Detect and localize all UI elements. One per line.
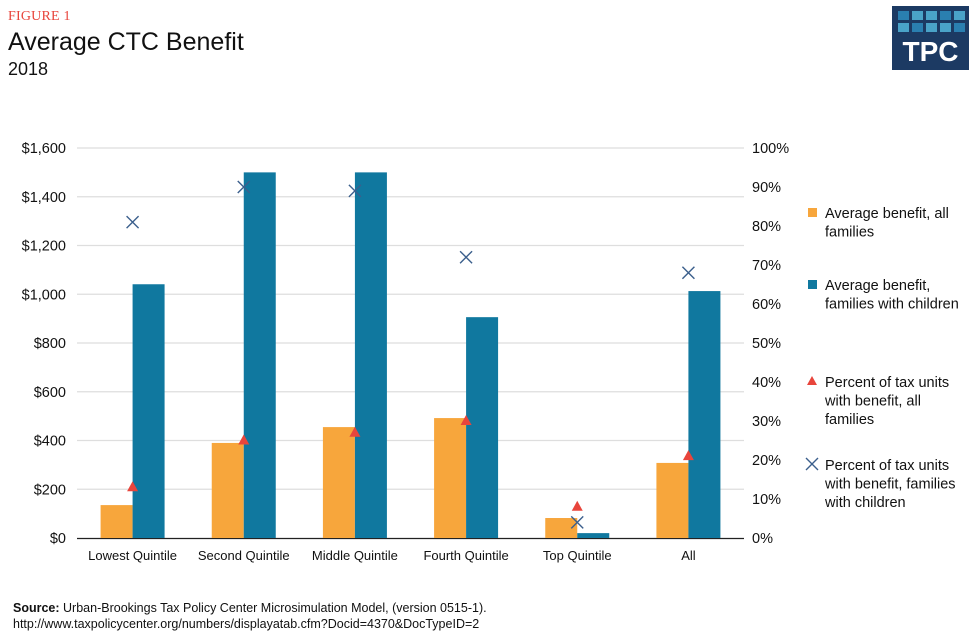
bar-avg-benefit-children <box>577 533 610 538</box>
logo-text: TPC <box>902 36 959 67</box>
y-left-tick-label: $1,600 <box>22 141 66 157</box>
legend-x-icon <box>805 457 819 471</box>
source-note: Source: Urban-Brookings Tax Policy Cente… <box>13 600 487 632</box>
y-left-tick-label: $800 <box>34 336 66 352</box>
y-right-tick-label: 0% <box>752 531 773 547</box>
figure-label: FIGURE 1 <box>8 9 71 24</box>
bar-avg-benefit-children <box>688 291 721 538</box>
y-left-tick-label: $200 <box>34 482 66 498</box>
source-label: Source: <box>13 601 60 615</box>
y-right-tick-label: 80% <box>752 219 781 235</box>
y-right-tick-label: 70% <box>752 258 781 274</box>
x-tick-label: Lowest Quintile <box>88 548 177 563</box>
marker-pct-all-families <box>682 450 694 461</box>
x-tick-label: Fourth Quintile <box>423 548 508 563</box>
marker-pct-all-families <box>238 434 250 445</box>
y-left-tick-label: $600 <box>34 385 66 401</box>
y-right-tick-label: 50% <box>752 336 781 352</box>
bar-avg-benefit-all <box>656 462 689 538</box>
x-tick-label: Middle Quintile <box>312 548 398 563</box>
bar-avg-benefit-children <box>466 317 499 538</box>
bar-avg-benefit-all <box>434 418 467 538</box>
marker-pct-all-families <box>460 415 472 425</box>
legend-label: with benefit, families <box>824 477 956 493</box>
bar-avg-benefit-children <box>132 284 165 538</box>
marker-pct-families-children <box>348 184 362 198</box>
legend-label: families <box>825 412 874 428</box>
bar-avg-benefit-all <box>100 505 133 538</box>
legend-swatch <box>808 280 817 289</box>
bar-avg-benefit-all <box>545 518 578 538</box>
y-right-tick-label: 40% <box>752 375 781 391</box>
bar-avg-benefit-all <box>322 427 355 538</box>
marker-pct-families-children <box>459 250 473 264</box>
y-right-tick-label: 30% <box>752 414 781 430</box>
legend-label: Percent of tax units <box>825 375 949 391</box>
y-left-tick-label: $400 <box>34 434 66 450</box>
source-text: Urban-Brookings Tax Policy Center Micros… <box>63 601 487 615</box>
x-tick-label: Second Quintile <box>198 548 290 563</box>
marker-pct-families-children <box>126 215 140 229</box>
x-tick-label: Top Quintile <box>543 548 612 563</box>
marker-pct-all-families <box>571 500 583 511</box>
marker-pct-families-children <box>570 515 584 529</box>
legend-triangle-icon <box>807 376 817 385</box>
legend-swatch <box>808 208 817 217</box>
tpc-logo: TPC <box>892 6 969 70</box>
y-right-tick-label: 100% <box>752 141 789 157</box>
legend-label: with benefit, all <box>824 394 921 410</box>
y-left-tick-label: $1,400 <box>22 190 66 206</box>
y-right-tick-label: 60% <box>752 297 781 313</box>
y-left-tick-label: $1,000 <box>22 287 66 303</box>
y-right-tick-label: 90% <box>752 180 781 196</box>
marker-pct-all-families <box>349 426 361 437</box>
bar-avg-benefit-all <box>211 442 244 538</box>
legend-label: Average benefit, all <box>825 206 949 222</box>
legend-label: with children <box>824 495 906 511</box>
chart-title: Average CTC Benefit <box>8 28 244 56</box>
marker-pct-all-families <box>127 481 139 492</box>
legend-label: Percent of tax units <box>825 458 949 474</box>
legend-label: families with children <box>825 297 959 313</box>
legend-label: families <box>825 225 874 241</box>
source-url[interactable]: http://www.taxpolicycenter.org/numbers/d… <box>13 617 480 631</box>
bar-avg-benefit-children <box>354 172 387 538</box>
y-left-tick-label: $0 <box>50 531 66 547</box>
marker-pct-families-children <box>237 180 251 194</box>
legend-label: Average benefit, <box>825 278 930 294</box>
bar-avg-benefit-children <box>243 172 276 538</box>
chart-subtitle: 2018 <box>8 59 49 79</box>
y-right-tick-label: 10% <box>752 492 781 508</box>
y-right-tick-label: 20% <box>752 453 781 469</box>
x-tick-label: All <box>681 548 696 563</box>
marker-pct-families-children <box>681 266 695 280</box>
y-left-tick-label: $1,200 <box>22 239 66 255</box>
